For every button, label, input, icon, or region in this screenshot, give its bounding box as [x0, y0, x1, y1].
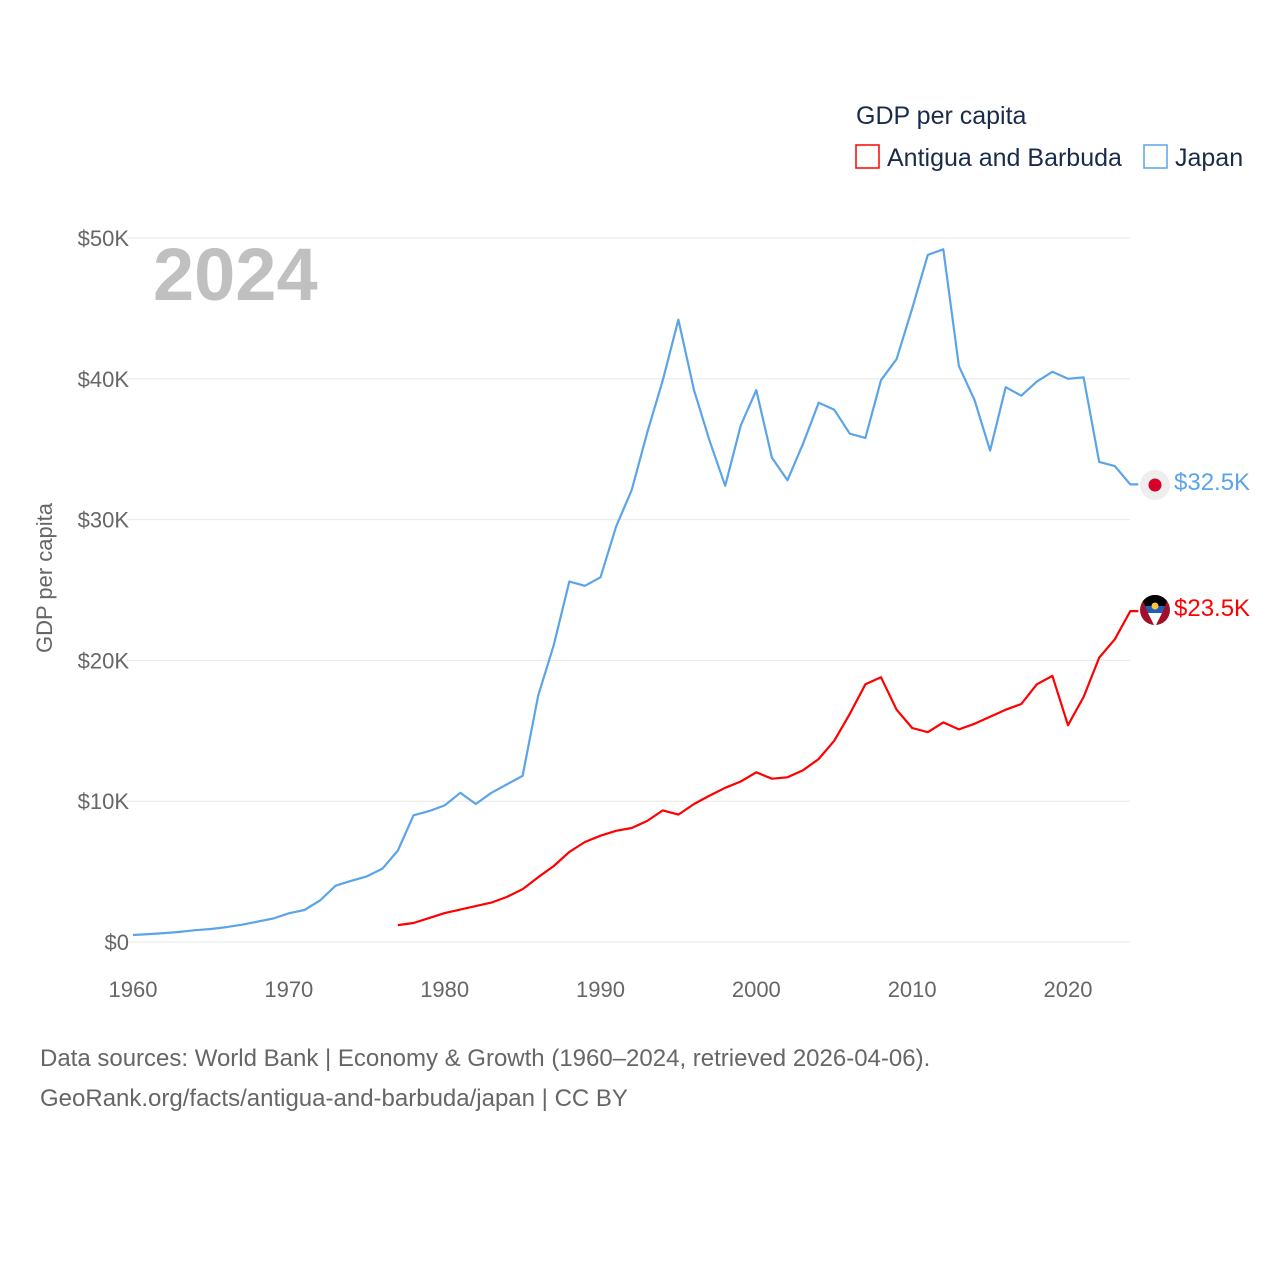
y-tick-label: $50K	[78, 226, 130, 251]
antigua-end-label: $23.5K	[1174, 595, 1250, 622]
x-tick-label: 2000	[732, 977, 781, 1002]
x-tick-label: 2020	[1044, 977, 1093, 1002]
series-line-antigua-and-barbuda	[397, 609, 1139, 927]
japan-end-label: $32.5K	[1174, 469, 1250, 496]
footer-link[interactable]: GeoRank.org/facts/antigua-and-barbuda/ja…	[40, 1085, 628, 1112]
japan-flag-icon	[1140, 470, 1170, 500]
x-tick-label: 2010	[888, 977, 937, 1002]
y-tick-label: $30K	[78, 508, 130, 533]
y-tick-label: $10K	[78, 789, 130, 814]
series-line-japan	[132, 248, 1139, 937]
legend-label-antigua[interactable]: Antigua and Barbuda	[887, 144, 1122, 172]
y-tick-label: $40K	[78, 367, 130, 392]
legend: GDP per capita Antigua and Barbuda Japan	[855, 102, 1243, 172]
legend-swatch-antigua	[855, 144, 880, 169]
legend-title: GDP per capita	[856, 102, 1027, 130]
x-tick-label: 1960	[109, 977, 158, 1002]
x-tick-label: 1970	[264, 977, 313, 1002]
year-label: 2024	[153, 233, 318, 316]
y-axis-label: GDP per capita	[32, 502, 57, 653]
antigua-and-barbuda-flag-icon	[1140, 595, 1170, 625]
legend-label-japan[interactable]: Japan	[1175, 144, 1243, 172]
y-tick-label: $20K	[78, 648, 130, 673]
legend-swatch-japan	[1143, 144, 1168, 169]
x-tick-label: 1980	[420, 977, 469, 1002]
footer-sources: Data sources: World Bank | Economy & Gro…	[40, 1045, 931, 1072]
x-tick-label: 1990	[576, 977, 625, 1002]
y-tick-label: $0	[105, 930, 129, 955]
